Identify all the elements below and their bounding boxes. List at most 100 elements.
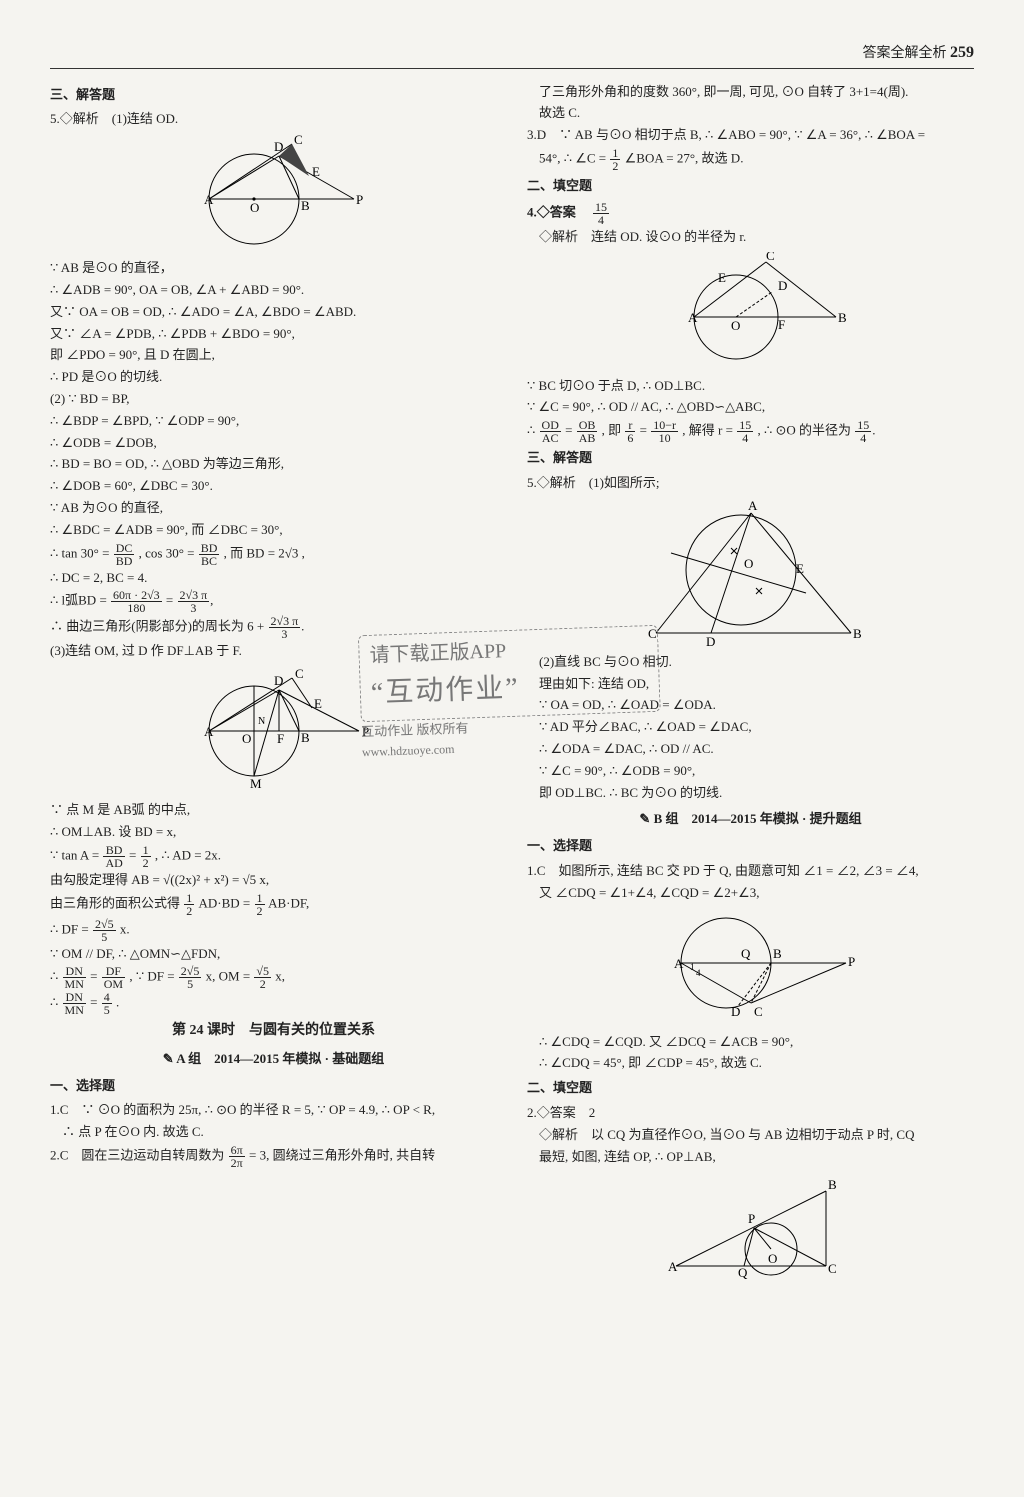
svg-text:N: N (258, 716, 265, 727)
svg-text:P: P (748, 1211, 755, 1226)
svg-text:A: A (674, 956, 684, 971)
svg-text:C: C (754, 1004, 763, 1019)
svg-text:D: D (731, 1004, 740, 1019)
svg-text:B: B (838, 310, 847, 325)
text-line: ∵ OM // DF, ∴ △OMN∽△FDN, (50, 944, 497, 965)
svg-text:A: A (204, 724, 214, 739)
figure-construction: A B C D E O (636, 498, 866, 648)
text-line: 3.D ∵ AB 与⊙O 相切于点 B, ∴ ∠ABO = 90°, ∵ ∠A … (527, 125, 974, 146)
svg-text:E: E (314, 696, 322, 711)
right-column: 了三角形外角和的度数 360°, 即一周, 可见, ⊙O 自转了 3+1=4(周… (527, 81, 974, 1286)
svg-text:B: B (301, 730, 310, 745)
svg-text:F: F (778, 317, 785, 332)
text-line: ∵ AD 平分∠BAC, ∴ ∠OAD = ∠DAC, (539, 717, 974, 738)
text-line: ∴ ∠ODB = ∠DOB, (50, 433, 497, 454)
svg-text:C: C (294, 134, 303, 147)
text-line: ∴ ∠ADB = 90°, OA = OB, ∠A + ∠ABD = 90°. (50, 280, 497, 301)
text-line: ∴ DC = 2, BC = 4. (50, 568, 497, 589)
problem-5: 5.◇解析 (1)连结 OD. (50, 109, 497, 130)
svg-text:E: E (796, 561, 804, 576)
svg-text:C: C (766, 252, 775, 263)
text-line: ∴ BD = BO = OD, ∴ △OBD 为等边三角形, (50, 454, 497, 475)
text-line: ∵ ∠C = 90°, ∴ ∠ODB = 90°, (539, 761, 974, 782)
text-line: 由三角形的面积公式得 12 AD·BD = 12 AB·DF, (50, 892, 497, 917)
svg-text:D: D (778, 278, 787, 293)
text-line: 又∵ ∠A = ∠PDB, ∴ ∠PDB + ∠BDO = 90°, (50, 324, 497, 345)
figure-circle-tangent-1: A B C D E O P (174, 134, 374, 254)
svg-text:A: A (204, 192, 214, 207)
text-line: ∴ ∠DOB = 60°, ∠DBC = 30°. (50, 476, 497, 497)
svg-text:4: 4 (696, 968, 701, 978)
svg-text:O: O (768, 1251, 777, 1266)
text-line: (2) ∵ BD = BP, (50, 389, 497, 410)
figure-circle-midpoint: A B C D E F O N M P (174, 666, 374, 796)
svg-text:1: 1 (690, 962, 695, 972)
svg-text:A: A (688, 310, 698, 325)
text-line: ∵ AB 为⊙O 的直径, (50, 498, 497, 519)
text-line: 2.◇答案 2 (527, 1103, 974, 1124)
group-b-title: ✎ B 组 2014—2015 年模拟 · 提升题组 (527, 809, 974, 830)
svg-text:E: E (312, 164, 320, 179)
svg-text:C: C (295, 666, 304, 681)
section-heading: 三、解答题 (50, 85, 497, 106)
page-header: 答案全解全析 259 (50, 40, 974, 69)
text-line: ∵ ∠C = 90°, ∴ OD // AC, ∴ △OBD∽△ABC, (527, 397, 974, 418)
svg-text:F: F (277, 731, 284, 746)
text-line: ◇解析 以 CQ 为直径作⊙O, 当⊙O 与 AB 边相切于动点 P 时, CQ (539, 1125, 974, 1146)
text-line: 1.C ∵ ⊙O 的面积为 25π, ∴ ⊙O 的半径 R = 5, ∵ OP … (50, 1100, 497, 1121)
figure-incircle-triangle: A B C O P Q (656, 1171, 846, 1281)
text-line: 理由如下: 连结 OD, (539, 674, 974, 695)
svg-text:C: C (828, 1261, 837, 1276)
svg-text:B: B (828, 1177, 837, 1192)
text-line: ∴ DNMN = 45 . (50, 991, 497, 1016)
section-heading: 一、选择题 (50, 1076, 497, 1097)
text-line: ∵ BC 切⊙O 于点 D, ∴ OD⊥BC. (527, 376, 974, 397)
text-line: (2)直线 BC 与⊙O 相切. (539, 652, 974, 673)
text-line: ∴ DNMN = DFOM , ∵ DF = 2√55 x, OM = √52 … (50, 965, 497, 990)
header-label: 答案全解全析 (863, 46, 947, 61)
text-line: ◇解析 连结 OD. 设⊙O 的半径为 r. (539, 227, 974, 248)
svg-text:P: P (362, 724, 369, 739)
text-line: ∴ ODAC = OBAB , 即 r6 = 10−r10 , 解得 r = 1… (527, 419, 974, 444)
svg-text:O: O (242, 731, 251, 746)
text-line: ∵ AB 是⊙O 的直径， (50, 258, 497, 279)
svg-text:D: D (274, 139, 283, 154)
text-line: (3)连结 OM, 过 D 作 DF⊥AB 于 F. (50, 641, 497, 662)
svg-text:A: A (668, 1259, 678, 1274)
text-line: ∴ DF = 2√55 x. (50, 918, 497, 943)
text-line: 由勾股定理得 AB = √((2x)² + x²) = √5 x, (50, 870, 497, 891)
text-line: ∴ OM⊥AB. 设 BD = x, (50, 822, 497, 843)
text-line: 4.◇答案 154 (527, 201, 974, 226)
svg-text:P: P (848, 954, 855, 969)
svg-text:P: P (356, 192, 363, 207)
page-number: 259 (950, 44, 974, 61)
svg-text:A: A (748, 498, 758, 513)
text-line: 2.C 圆在三边运动自转周数为 6π2π = 3, 圆绕过三角形外角时, 共自转 (50, 1144, 497, 1169)
text-line: ∴ ∠BDC = ∠ADB = 90°, 而 ∠DBC = 30°, (50, 520, 497, 541)
section-heading: 二、填空题 (527, 176, 974, 197)
text-line: ∵ OA = OD, ∴ ∠OAD = ∠ODA. (539, 695, 974, 716)
text-line: ∴ ∠CDQ = ∠CQD. 又 ∠DCQ = ∠ACB = 90°, (539, 1032, 974, 1053)
text-line: 1.C 如图所示, 连结 BC 交 PD 于 Q, 由题意可知 ∠1 = ∠2,… (527, 861, 974, 882)
text-line: 54°, ∴ ∠C = 12 ∠BOA = 27°, 故选 D. (539, 147, 974, 172)
section-heading: 一、选择题 (527, 836, 974, 857)
svg-text:O: O (744, 556, 753, 571)
text-line: ∴ ∠CDQ = 45°, 即 ∠CDP = 45°, 故选 C. (539, 1053, 974, 1074)
svg-text:B: B (853, 626, 862, 641)
lesson-title: 第 24 课时 与圆有关的位置关系 (50, 1020, 497, 1042)
svg-text:O: O (731, 318, 740, 333)
section-heading: 二、填空题 (527, 1078, 974, 1099)
svg-text:B: B (773, 946, 782, 961)
text-line: ∵ 点 M 是 AB弧 的中点, (50, 800, 497, 821)
text-line: 了三角形外角和的度数 360°, 即一周, 可见, ⊙O 自转了 3+1=4(周… (539, 82, 974, 103)
text-line: ∴ l弧BD = 60π · 2√3180 = 2√3 π3, (50, 589, 497, 614)
text-line: 故选 C. (539, 103, 974, 124)
svg-text:D: D (274, 673, 283, 688)
svg-text:B: B (301, 198, 310, 213)
group-a-title: ✎ A 组 2014—2015 年模拟 · 基础题组 (50, 1049, 497, 1070)
svg-text:Q: Q (738, 1265, 748, 1280)
text-line: 又 ∠CDQ = ∠1+∠4, ∠CQD = ∠2+∠3, (539, 883, 974, 904)
figure-similar-triangles: A B C D E F O (646, 252, 856, 372)
text-line: 5.◇解析 (1)如图所示; (527, 473, 974, 494)
text-line: ∴ ∠BDP = ∠BPD, ∵ ∠ODP = 90°, (50, 411, 497, 432)
